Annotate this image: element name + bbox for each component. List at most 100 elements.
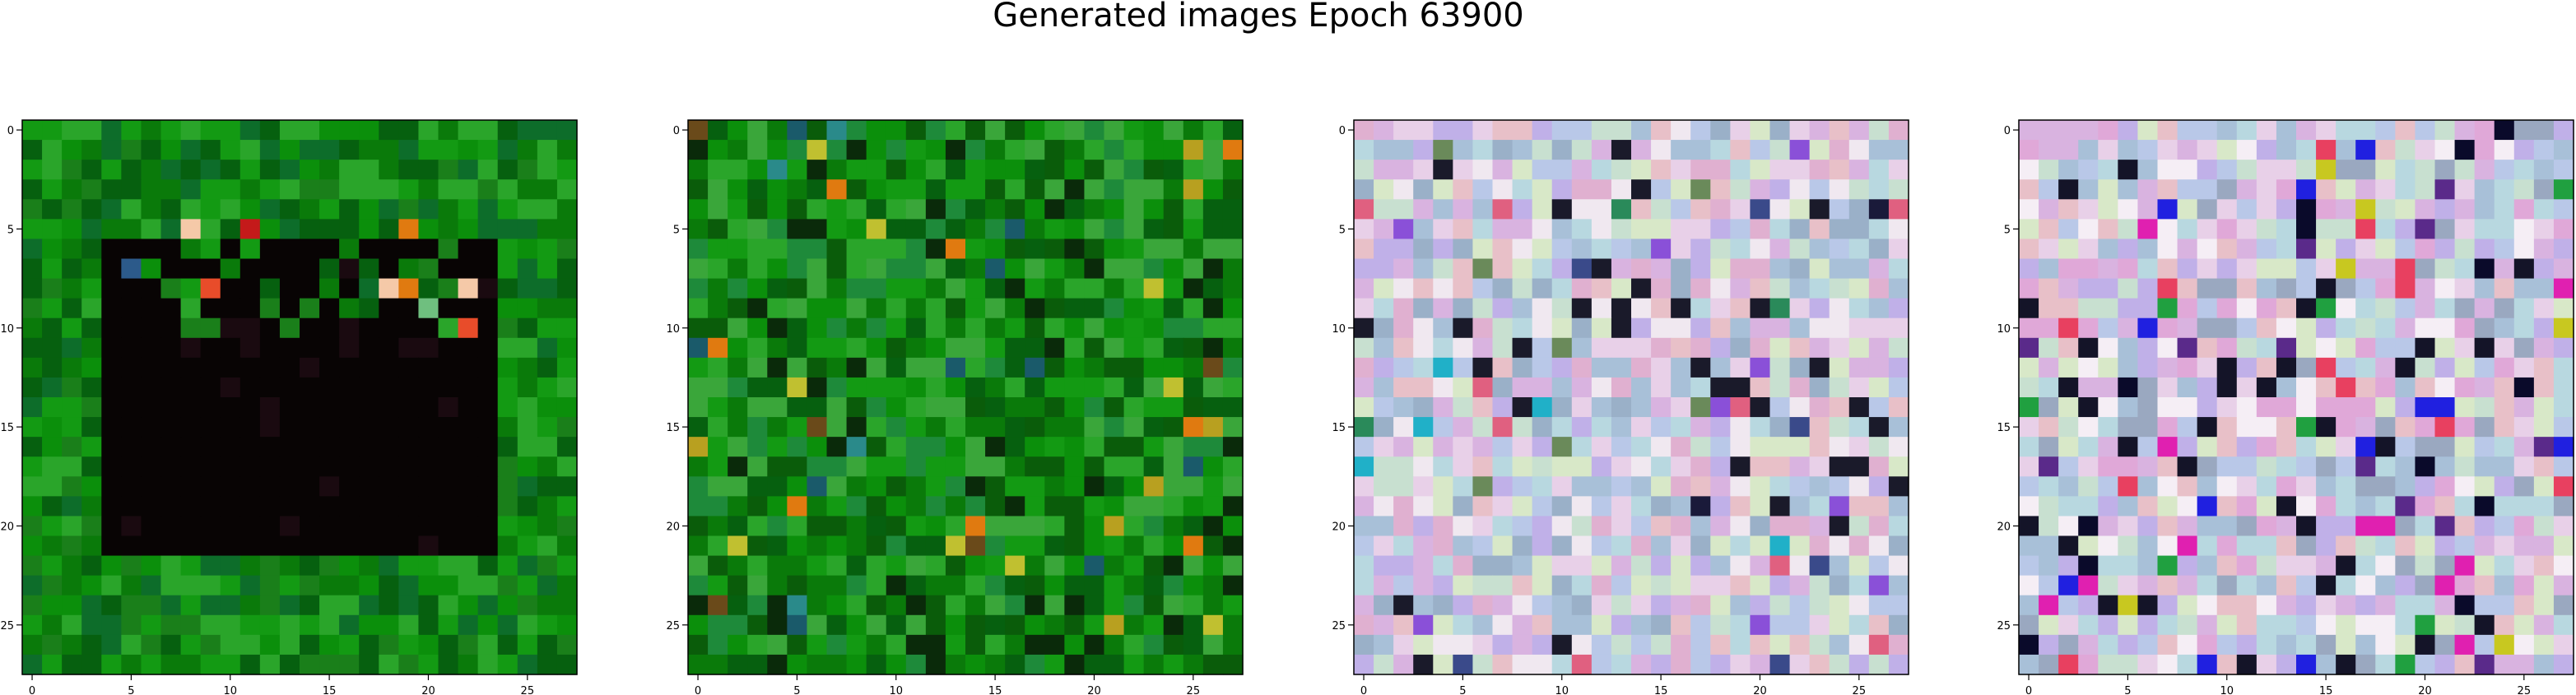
pixel xyxy=(398,357,420,378)
pixel xyxy=(807,397,828,418)
pixel xyxy=(2078,516,2099,537)
pixel xyxy=(2533,535,2555,557)
pixel xyxy=(2454,634,2476,656)
pixel xyxy=(2316,317,2337,339)
pixel xyxy=(2316,357,2337,378)
pixel xyxy=(1631,555,1652,577)
pixel xyxy=(1512,634,1533,656)
pixel xyxy=(220,377,241,398)
pixel xyxy=(2058,160,2079,180)
pixel xyxy=(497,377,518,398)
pixel xyxy=(1809,219,1830,240)
pixel xyxy=(1202,357,1224,378)
pixel xyxy=(477,437,499,457)
pixel xyxy=(1730,456,1751,477)
pixel xyxy=(1750,377,1771,398)
pixel xyxy=(2375,535,2396,557)
pixel xyxy=(1084,337,1105,359)
pixel xyxy=(1222,614,1244,636)
pixel xyxy=(2236,239,2257,260)
pixel xyxy=(1571,298,1593,319)
pixel xyxy=(1393,337,1414,359)
pixel xyxy=(398,120,420,141)
pixel xyxy=(2513,595,2535,616)
pixel xyxy=(1433,496,1453,517)
pixel xyxy=(2256,496,2277,517)
pixel xyxy=(2177,239,2198,260)
pixel xyxy=(2256,535,2277,557)
pixel xyxy=(339,199,360,220)
pixel xyxy=(458,179,479,200)
pixel xyxy=(81,397,102,418)
pixel xyxy=(1730,179,1751,200)
pixel xyxy=(1769,555,1791,577)
pixel xyxy=(2039,140,2059,160)
pixel xyxy=(905,595,927,616)
pixel xyxy=(2098,258,2118,280)
pixel xyxy=(1512,179,1533,200)
pixel xyxy=(42,397,63,418)
pixel xyxy=(1453,317,1474,339)
pixel xyxy=(2415,278,2436,299)
pixel xyxy=(886,377,907,398)
pixel xyxy=(239,160,261,180)
pixel xyxy=(708,298,728,319)
pixel xyxy=(2098,278,2118,299)
pixel xyxy=(1730,278,1751,299)
pixel xyxy=(497,476,518,497)
pixel xyxy=(1769,258,1791,280)
pixel xyxy=(319,317,340,339)
pixel xyxy=(708,377,728,398)
pixel xyxy=(1354,614,1374,636)
pixel xyxy=(537,595,558,616)
pixel xyxy=(1393,496,1414,517)
pixel xyxy=(2395,219,2416,240)
pixel xyxy=(1710,199,1731,220)
pixel xyxy=(2296,634,2317,656)
pixel xyxy=(2336,278,2356,299)
pixel xyxy=(2296,476,2317,497)
pixel xyxy=(200,317,221,339)
pixel xyxy=(2533,595,2555,616)
pixel xyxy=(101,417,122,438)
pixel xyxy=(2276,298,2297,319)
pixel xyxy=(1671,516,1691,537)
pixel xyxy=(1104,654,1125,675)
pixel xyxy=(2533,516,2555,537)
pixel xyxy=(101,654,122,675)
pixel xyxy=(807,258,828,280)
pixel xyxy=(1163,219,1184,240)
pixel xyxy=(339,337,360,359)
pixel xyxy=(1848,199,1870,220)
pixel xyxy=(2118,160,2139,180)
pixel xyxy=(2434,535,2456,557)
pixel xyxy=(2415,535,2436,557)
pixel xyxy=(866,278,887,299)
pixel xyxy=(2197,575,2218,596)
pixel xyxy=(2137,140,2159,160)
pixel xyxy=(1202,140,1224,160)
pixel xyxy=(2118,337,2139,359)
pixel xyxy=(1084,614,1105,636)
pixel xyxy=(121,654,142,675)
pixel xyxy=(319,239,340,260)
pixel xyxy=(1064,595,1086,616)
pixel xyxy=(1143,317,1165,339)
pixel xyxy=(747,140,768,160)
pixel xyxy=(807,357,828,378)
pixel xyxy=(2494,278,2515,299)
pixel xyxy=(1413,219,1434,240)
pixel xyxy=(2296,377,2317,398)
pixel xyxy=(1084,496,1105,517)
pixel xyxy=(2137,575,2159,596)
pixel xyxy=(438,397,459,418)
pixel xyxy=(767,219,788,240)
pixel xyxy=(2098,595,2118,616)
pixel xyxy=(1750,654,1771,675)
pixel xyxy=(1183,575,1204,596)
pixel xyxy=(2296,219,2317,240)
pixel xyxy=(2454,614,2476,636)
pixel xyxy=(688,397,709,418)
pixel xyxy=(1888,555,1909,577)
pixel xyxy=(259,160,281,180)
